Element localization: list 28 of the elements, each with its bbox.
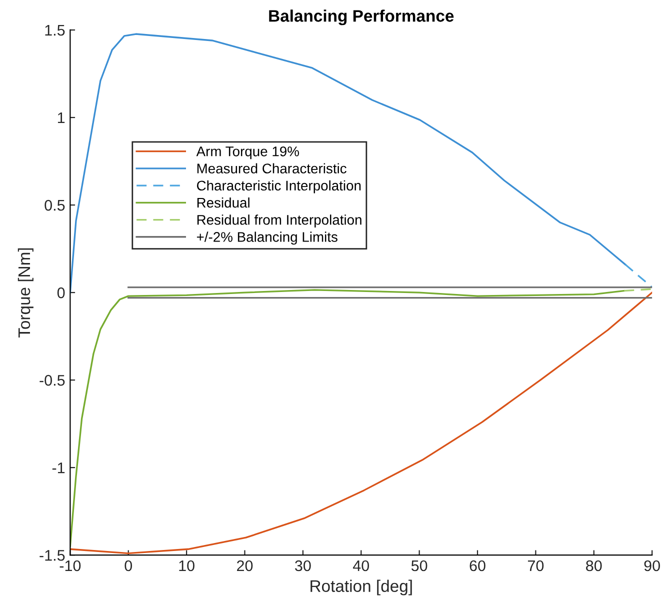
x-axis-title: Rotation [deg] — [310, 580, 412, 596]
x-tick-label: 20 — [237, 560, 253, 572]
y-tick-label: -0.5 — [40, 374, 65, 386]
legend-label: Measured Characteristic — [197, 163, 346, 174]
y-tick-label: -1.5 — [40, 550, 65, 561]
y-tick-label: 0.5 — [44, 200, 65, 211]
x-tick-label: 0 — [124, 560, 132, 572]
x-tick-label: 30 — [295, 560, 311, 572]
x-tick-label: 50 — [411, 560, 428, 572]
x-tick-label: 90 — [644, 560, 660, 572]
legend-label: Residual — [197, 197, 250, 208]
x-tick-label: 70 — [528, 560, 544, 572]
x-tick-label: -10 — [60, 560, 81, 572]
legend-label: Characteristic Interpolation — [196, 180, 361, 194]
chart-title: Balancing Performance — [269, 10, 454, 26]
legend-label: +/-2% Balancing Limits — [196, 232, 338, 245]
x-tick-label: 80 — [586, 560, 602, 572]
y-tick-label: 1 — [58, 112, 65, 124]
x-tick-label: 10 — [179, 560, 194, 572]
x-tick-label: 40 — [352, 560, 370, 572]
legend-label: Residual from Interpolation — [197, 214, 362, 228]
y-tick-label: 1.5 — [45, 25, 65, 36]
y-tick-label: 0 — [57, 287, 65, 298]
x-tick-label: 60 — [470, 560, 486, 572]
y-tick-label: -1 — [52, 462, 65, 474]
line-series — [70, 33, 626, 294]
y-axis-title: Torque [Nm] — [18, 248, 34, 338]
legend-label: Arm Torque 19% — [196, 146, 299, 160]
